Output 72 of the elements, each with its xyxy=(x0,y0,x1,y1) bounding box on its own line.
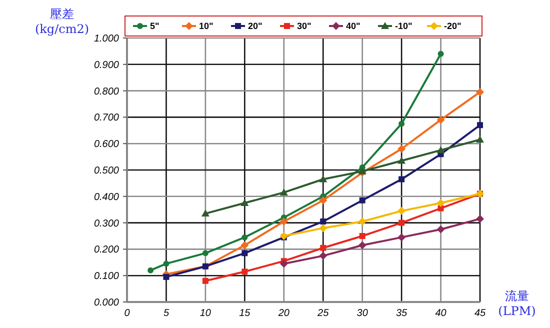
point xyxy=(358,217,366,226)
point xyxy=(358,167,366,174)
legend-label: 20" xyxy=(248,21,262,32)
point xyxy=(476,88,484,96)
y-tick-label: 0.600 xyxy=(94,139,120,150)
y-tick-label: 0.000 xyxy=(94,298,120,308)
point xyxy=(280,217,288,226)
point xyxy=(398,233,406,242)
x-tick-label: 35 xyxy=(396,308,408,319)
x-tick-label: 0 xyxy=(124,308,130,319)
y-tick-label: 0.400 xyxy=(94,192,120,203)
legend-label: 10" xyxy=(199,21,214,32)
point xyxy=(202,250,208,256)
x-axis-title: 流量 (LPM) xyxy=(498,289,536,318)
y-tick-label: 0.700 xyxy=(94,112,120,124)
y-axis-title: 壓差 (kg/cm2) xyxy=(34,7,90,36)
y-tick-label: 0.200 xyxy=(94,244,120,256)
point xyxy=(319,252,328,260)
point xyxy=(280,260,288,268)
point xyxy=(320,244,326,251)
legend-label: -10" xyxy=(395,21,412,32)
point xyxy=(359,233,366,239)
x-tick-label: 25 xyxy=(316,308,330,319)
x-tick-label: 30 xyxy=(356,308,368,319)
point xyxy=(398,220,405,226)
x-tick-label: 5 xyxy=(163,308,170,319)
point xyxy=(148,267,154,274)
point xyxy=(398,206,406,215)
point xyxy=(358,241,366,250)
y-tick-label: 0.300 xyxy=(94,218,120,230)
point xyxy=(436,225,445,234)
point xyxy=(319,175,328,182)
point xyxy=(476,136,484,143)
x-tick-label: 45 xyxy=(474,308,486,319)
point xyxy=(438,205,444,212)
legend-label: 30" xyxy=(297,21,312,32)
y-tick-label: 0.500 xyxy=(94,166,120,176)
point xyxy=(436,146,445,154)
point xyxy=(240,241,249,250)
point xyxy=(319,196,328,204)
y-tick-label: 0.900 xyxy=(94,60,120,71)
point xyxy=(163,260,170,267)
legend-label: -20" xyxy=(444,21,462,32)
legend-label: 5" xyxy=(150,21,160,32)
point xyxy=(320,218,326,224)
x-tick-label: 10 xyxy=(200,308,212,319)
x-tick-label: 15 xyxy=(239,308,251,319)
y-tick-label: 0.800 xyxy=(94,86,120,98)
point xyxy=(438,50,444,57)
point xyxy=(319,224,328,232)
point xyxy=(201,210,210,217)
point xyxy=(163,274,170,280)
point xyxy=(436,116,445,124)
point xyxy=(280,188,288,196)
point xyxy=(242,268,248,275)
legend-label: 40" xyxy=(346,21,360,32)
point xyxy=(476,214,484,223)
point xyxy=(359,197,366,204)
point xyxy=(242,234,248,240)
point xyxy=(202,278,208,284)
point xyxy=(398,156,406,164)
point xyxy=(240,199,249,206)
y-tick-label: 1.000 xyxy=(94,34,120,44)
point xyxy=(398,176,405,182)
point xyxy=(398,120,405,127)
point xyxy=(242,250,248,256)
point xyxy=(477,122,483,128)
point xyxy=(398,144,406,153)
point xyxy=(436,199,445,207)
x-tick-label: 40 xyxy=(435,308,447,319)
x-tick-label: 20 xyxy=(277,308,290,319)
y-tick-label: 0.100 xyxy=(94,271,120,282)
